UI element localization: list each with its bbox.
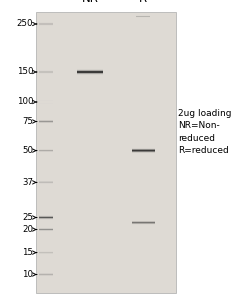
- Text: 37: 37: [22, 178, 33, 187]
- Text: 50: 50: [22, 146, 33, 155]
- Text: 15: 15: [22, 248, 33, 257]
- Text: 20: 20: [22, 225, 33, 234]
- Text: NR: NR: [82, 0, 99, 5]
- Text: 250: 250: [17, 20, 33, 28]
- Text: R: R: [139, 0, 147, 5]
- Text: 100: 100: [17, 98, 33, 106]
- Text: 150: 150: [17, 68, 33, 76]
- Text: 75: 75: [22, 117, 33, 126]
- Bar: [36, 12, 176, 292]
- Text: 10: 10: [22, 270, 33, 279]
- Text: 2ug loading
NR=Non-
reduced
R=reduced: 2ug loading NR=Non- reduced R=reduced: [178, 109, 231, 155]
- Text: 25: 25: [22, 213, 33, 222]
